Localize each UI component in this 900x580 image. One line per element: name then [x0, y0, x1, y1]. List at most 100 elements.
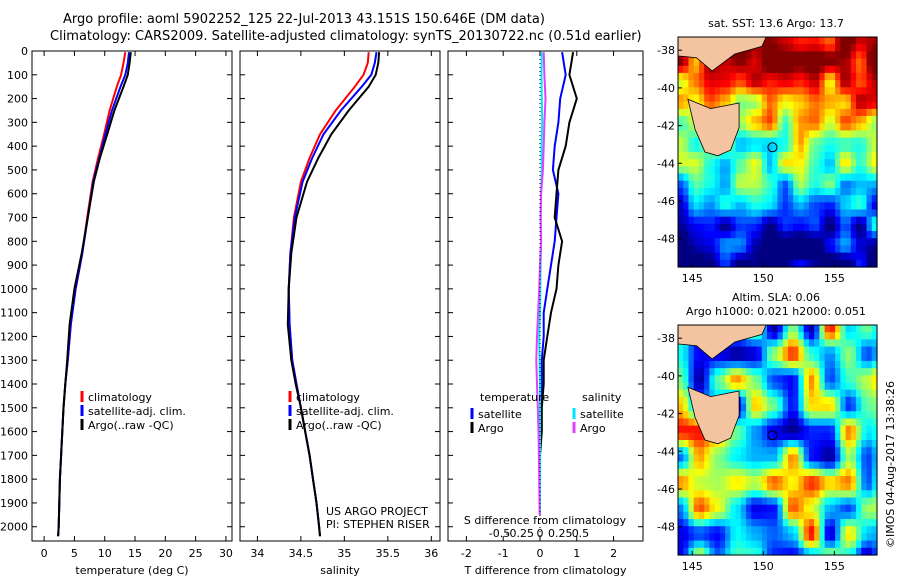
map-cell: [756, 526, 763, 535]
map-cell: [803, 389, 810, 398]
map-cell: [740, 547, 747, 556]
map-cell: [683, 231, 690, 239]
map-cell: [777, 360, 784, 369]
map-cell: [782, 432, 789, 441]
map-cell: [845, 216, 852, 225]
map-cell: [735, 80, 742, 88]
map-cell: [814, 533, 820, 542]
map-cell: [856, 101, 862, 110]
map-cell: [819, 152, 826, 160]
map-cell: [683, 504, 690, 513]
map-cell: [772, 101, 779, 110]
map-cell: [808, 360, 815, 369]
map-cell: [719, 497, 726, 506]
map-cell: [798, 245, 805, 254]
map-cell: [719, 440, 726, 448]
map-cell: [693, 180, 700, 189]
legend-label: satellite: [478, 408, 522, 421]
map-cell: [829, 483, 836, 491]
map-cell: [787, 547, 794, 556]
map-cell: [698, 94, 705, 103]
map-cell: [824, 259, 831, 268]
map-cell: [850, 245, 857, 254]
map-cell: [709, 166, 716, 175]
map-cell: [735, 180, 742, 189]
map-cell: [866, 368, 873, 376]
map-cell: [767, 461, 773, 470]
map-cell: [814, 425, 820, 434]
map-cell: [793, 238, 800, 247]
map-cell: [787, 325, 794, 333]
map-cell: [777, 65, 784, 74]
map-cell: [678, 547, 684, 556]
map-cell: [782, 44, 789, 52]
map-cell: [803, 483, 810, 491]
map-cell: [756, 108, 763, 117]
map-cell: [829, 101, 836, 110]
map-cell: [856, 411, 862, 420]
map-cell: [866, 504, 873, 513]
map-cell: [835, 511, 841, 520]
map-cell: [793, 490, 800, 499]
map-cell: [746, 94, 752, 103]
map-cell: [746, 195, 752, 203]
map-cell: [772, 180, 779, 189]
map-cell: [756, 87, 763, 96]
map-cell: [772, 144, 779, 153]
map-cell: [814, 58, 820, 67]
map-cell: [808, 540, 815, 549]
map-cell: [725, 382, 731, 391]
map-cell: [730, 490, 737, 499]
map-cell: [808, 425, 815, 434]
map-cell: [746, 202, 752, 211]
map-cell: [772, 375, 779, 384]
map-cell: [756, 238, 763, 247]
map-cell: [772, 325, 779, 333]
map-cell: [850, 216, 857, 225]
map-cell: [866, 252, 873, 261]
map-cell: [725, 223, 731, 232]
map-cell: [683, 497, 690, 506]
y-tick-label: 1700: [0, 449, 28, 462]
map-cell: [814, 504, 820, 513]
map-cell: [798, 368, 805, 376]
map-cell: [787, 339, 794, 348]
map-cell: [777, 511, 784, 520]
map-cell: [787, 418, 794, 427]
map-cell: [678, 526, 684, 535]
map-cell: [819, 238, 826, 247]
map-cell: [824, 425, 831, 434]
map-cell: [856, 461, 862, 470]
map-cell: [698, 245, 705, 254]
map-cell: [787, 209, 794, 218]
map-cell: [829, 108, 836, 117]
map-cell: [866, 404, 873, 412]
x-tick-label: 35.5: [376, 547, 401, 560]
map-cell: [693, 440, 700, 448]
map-cell: [840, 44, 847, 52]
map-cell: [756, 440, 763, 448]
map-cell: [835, 547, 841, 556]
map-cell: [777, 475, 784, 484]
map-cell: [787, 468, 794, 477]
map-cell: [719, 195, 726, 203]
map-cell: [767, 440, 773, 448]
map-cell: [829, 382, 836, 391]
map-cell: [698, 159, 705, 167]
map-cell: [767, 72, 773, 81]
map-cell: [798, 51, 805, 60]
map-cell: [871, 440, 878, 448]
map-cell: [777, 490, 784, 499]
map-cell: [704, 461, 711, 470]
map-cell: [767, 483, 773, 491]
map-cell: [840, 216, 847, 225]
map-cell: [798, 404, 805, 412]
map-cell: [793, 137, 800, 146]
map-cell: [814, 130, 820, 139]
map-cell: [803, 116, 810, 124]
map-cell: [824, 375, 831, 384]
map-cell: [845, 180, 852, 189]
map-cell: [793, 360, 800, 369]
map-cell: [808, 245, 815, 254]
